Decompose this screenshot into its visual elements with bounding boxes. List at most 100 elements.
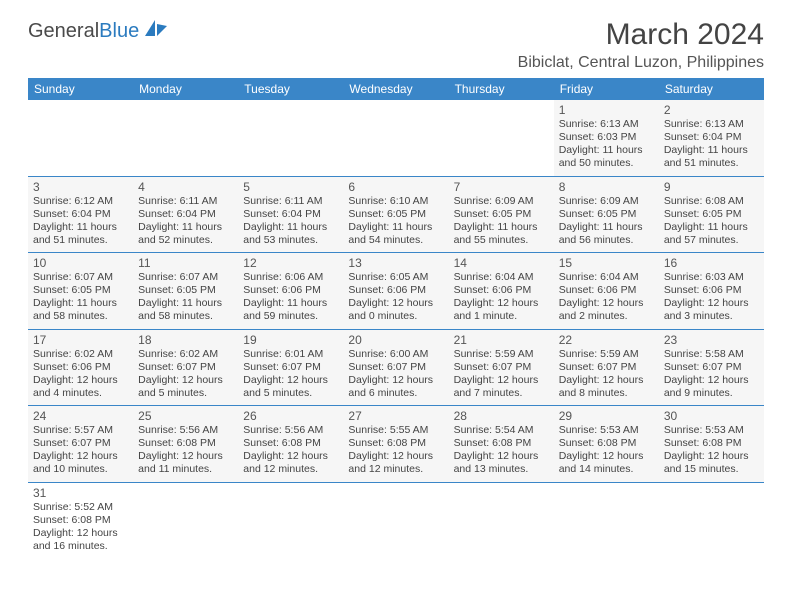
- daylight-text: Daylight: 12 hours and 5 minutes.: [243, 374, 338, 400]
- sunset-text: Sunset: 6:08 PM: [559, 437, 654, 450]
- sunrise-text: Sunrise: 6:09 AM: [454, 195, 549, 208]
- sunrise-text: Sunrise: 6:07 AM: [33, 271, 128, 284]
- sunrise-text: Sunrise: 6:02 AM: [138, 348, 233, 361]
- sunset-text: Sunset: 6:06 PM: [33, 361, 128, 374]
- day-number: 20: [348, 333, 443, 347]
- day-number: 24: [33, 409, 128, 423]
- day-number: 27: [348, 409, 443, 423]
- sunset-text: Sunset: 6:04 PM: [138, 208, 233, 221]
- sunrise-text: Sunrise: 6:13 AM: [664, 118, 759, 131]
- calendar-cell: 24Sunrise: 5:57 AMSunset: 6:07 PMDayligh…: [28, 406, 133, 483]
- calendar-cell: [133, 482, 238, 558]
- day-number: 7: [454, 180, 549, 194]
- day-number: 1: [559, 103, 654, 117]
- sunrise-text: Sunrise: 6:04 AM: [454, 271, 549, 284]
- day-info: Sunrise: 6:12 AMSunset: 6:04 PMDaylight:…: [33, 195, 128, 248]
- day-number: 4: [138, 180, 233, 194]
- sunset-text: Sunset: 6:08 PM: [454, 437, 549, 450]
- calendar-cell: [238, 482, 343, 558]
- day-info: Sunrise: 5:54 AMSunset: 6:08 PMDaylight:…: [454, 424, 549, 477]
- daylight-text: Daylight: 12 hours and 1 minute.: [454, 297, 549, 323]
- day-number: 29: [559, 409, 654, 423]
- daylight-text: Daylight: 12 hours and 6 minutes.: [348, 374, 443, 400]
- day-number: 9: [664, 180, 759, 194]
- daylight-text: Daylight: 11 hours and 59 minutes.: [243, 297, 338, 323]
- calendar-cell: 4Sunrise: 6:11 AMSunset: 6:04 PMDaylight…: [133, 176, 238, 253]
- weekday-header: Monday: [133, 78, 238, 100]
- daylight-text: Daylight: 12 hours and 11 minutes.: [138, 450, 233, 476]
- location-text: Bibiclat, Central Luzon, Philippines: [518, 54, 764, 72]
- sail-icon: [143, 18, 169, 44]
- day-number: 30: [664, 409, 759, 423]
- calendar-table: SundayMondayTuesdayWednesdayThursdayFrid…: [28, 78, 764, 558]
- day-number: 26: [243, 409, 338, 423]
- calendar-cell: 26Sunrise: 5:56 AMSunset: 6:08 PMDayligh…: [238, 406, 343, 483]
- calendar-row: 17Sunrise: 6:02 AMSunset: 6:06 PMDayligh…: [28, 329, 764, 406]
- calendar-cell: 7Sunrise: 6:09 AMSunset: 6:05 PMDaylight…: [449, 176, 554, 253]
- sunrise-text: Sunrise: 6:01 AM: [243, 348, 338, 361]
- sunset-text: Sunset: 6:08 PM: [348, 437, 443, 450]
- daylight-text: Daylight: 12 hours and 14 minutes.: [559, 450, 654, 476]
- day-number: 15: [559, 256, 654, 270]
- calendar-cell: [238, 100, 343, 176]
- day-number: 6: [348, 180, 443, 194]
- daylight-text: Daylight: 11 hours and 52 minutes.: [138, 221, 233, 247]
- day-info: Sunrise: 6:07 AMSunset: 6:05 PMDaylight:…: [33, 271, 128, 324]
- calendar-cell: [659, 482, 764, 558]
- calendar-cell: 25Sunrise: 5:56 AMSunset: 6:08 PMDayligh…: [133, 406, 238, 483]
- sunset-text: Sunset: 6:08 PM: [33, 514, 128, 527]
- calendar-row: 1Sunrise: 6:13 AMSunset: 6:03 PMDaylight…: [28, 100, 764, 176]
- sunrise-text: Sunrise: 5:53 AM: [664, 424, 759, 437]
- day-number: 13: [348, 256, 443, 270]
- sunrise-text: Sunrise: 6:10 AM: [348, 195, 443, 208]
- day-info: Sunrise: 6:04 AMSunset: 6:06 PMDaylight:…: [454, 271, 549, 324]
- calendar-row: 24Sunrise: 5:57 AMSunset: 6:07 PMDayligh…: [28, 406, 764, 483]
- sunrise-text: Sunrise: 5:59 AM: [454, 348, 549, 361]
- daylight-text: Daylight: 12 hours and 5 minutes.: [138, 374, 233, 400]
- sunrise-text: Sunrise: 5:52 AM: [33, 501, 128, 514]
- calendar-row: 10Sunrise: 6:07 AMSunset: 6:05 PMDayligh…: [28, 253, 764, 330]
- daylight-text: Daylight: 12 hours and 9 minutes.: [664, 374, 759, 400]
- sunset-text: Sunset: 6:05 PM: [33, 284, 128, 297]
- calendar-cell: 3Sunrise: 6:12 AMSunset: 6:04 PMDaylight…: [28, 176, 133, 253]
- calendar-cell: 2Sunrise: 6:13 AMSunset: 6:04 PMDaylight…: [659, 100, 764, 176]
- daylight-text: Daylight: 12 hours and 13 minutes.: [454, 450, 549, 476]
- sunrise-text: Sunrise: 5:58 AM: [664, 348, 759, 361]
- calendar-cell: 28Sunrise: 5:54 AMSunset: 6:08 PMDayligh…: [449, 406, 554, 483]
- brand-text-2: Blue: [99, 20, 139, 43]
- daylight-text: Daylight: 12 hours and 2 minutes.: [559, 297, 654, 323]
- day-info: Sunrise: 5:59 AMSunset: 6:07 PMDaylight:…: [454, 348, 549, 401]
- calendar-row: 31Sunrise: 5:52 AMSunset: 6:08 PMDayligh…: [28, 482, 764, 558]
- calendar-cell: 20Sunrise: 6:00 AMSunset: 6:07 PMDayligh…: [343, 329, 448, 406]
- day-number: 23: [664, 333, 759, 347]
- day-info: Sunrise: 5:59 AMSunset: 6:07 PMDaylight:…: [559, 348, 654, 401]
- day-number: 17: [33, 333, 128, 347]
- day-info: Sunrise: 5:53 AMSunset: 6:08 PMDaylight:…: [664, 424, 759, 477]
- calendar-cell: 30Sunrise: 5:53 AMSunset: 6:08 PMDayligh…: [659, 406, 764, 483]
- calendar-cell: 11Sunrise: 6:07 AMSunset: 6:05 PMDayligh…: [133, 253, 238, 330]
- daylight-text: Daylight: 12 hours and 15 minutes.: [664, 450, 759, 476]
- calendar-cell: 29Sunrise: 5:53 AMSunset: 6:08 PMDayligh…: [554, 406, 659, 483]
- day-info: Sunrise: 5:57 AMSunset: 6:07 PMDaylight:…: [33, 424, 128, 477]
- weekday-header: Friday: [554, 78, 659, 100]
- daylight-text: Daylight: 12 hours and 4 minutes.: [33, 374, 128, 400]
- sunrise-text: Sunrise: 6:13 AM: [559, 118, 654, 131]
- sunset-text: Sunset: 6:04 PM: [243, 208, 338, 221]
- calendar-cell: [554, 482, 659, 558]
- day-number: 28: [454, 409, 549, 423]
- sunset-text: Sunset: 6:08 PM: [138, 437, 233, 450]
- calendar-cell: [449, 482, 554, 558]
- daylight-text: Daylight: 11 hours and 54 minutes.: [348, 221, 443, 247]
- sunset-text: Sunset: 6:04 PM: [33, 208, 128, 221]
- sunrise-text: Sunrise: 6:09 AM: [559, 195, 654, 208]
- sunrise-text: Sunrise: 6:06 AM: [243, 271, 338, 284]
- sunset-text: Sunset: 6:04 PM: [664, 131, 759, 144]
- sunrise-text: Sunrise: 6:08 AM: [664, 195, 759, 208]
- calendar-cell: 31Sunrise: 5:52 AMSunset: 6:08 PMDayligh…: [28, 482, 133, 558]
- sunset-text: Sunset: 6:07 PM: [454, 361, 549, 374]
- day-info: Sunrise: 6:02 AMSunset: 6:06 PMDaylight:…: [33, 348, 128, 401]
- sunrise-text: Sunrise: 6:05 AM: [348, 271, 443, 284]
- title-block: March 2024 Bibiclat, Central Luzon, Phil…: [518, 18, 764, 72]
- weekday-header: Saturday: [659, 78, 764, 100]
- daylight-text: Daylight: 11 hours and 56 minutes.: [559, 221, 654, 247]
